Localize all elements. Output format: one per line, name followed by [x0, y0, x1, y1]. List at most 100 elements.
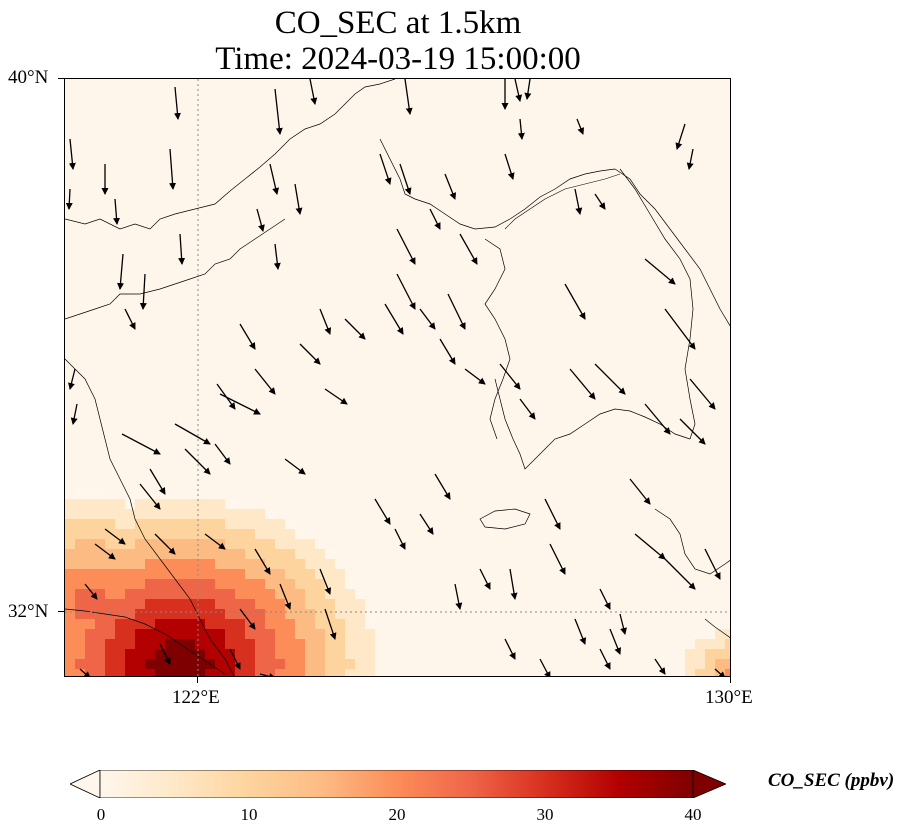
wind-arrow — [104, 528, 126, 545]
wind-arrow — [113, 198, 121, 225]
field-cell — [295, 599, 305, 609]
wind-arrow — [374, 498, 391, 525]
field-cell — [285, 519, 295, 529]
field-cell — [235, 549, 245, 559]
field-cell — [225, 509, 235, 519]
field-cell — [165, 519, 175, 529]
field-cell — [235, 609, 245, 619]
wind-arrow — [629, 478, 651, 505]
field-cell — [115, 659, 125, 669]
field-cell — [75, 509, 85, 519]
field-cell — [195, 639, 205, 649]
field-cell — [195, 609, 205, 619]
field-cell — [245, 589, 255, 599]
field-cell — [95, 499, 105, 509]
field-cell — [265, 619, 275, 629]
field-cell — [205, 529, 215, 539]
field-cell — [155, 669, 165, 676]
map-panel[interactable] — [64, 78, 731, 677]
field-cell — [65, 549, 75, 559]
field-cell — [315, 579, 325, 589]
wind-arrow — [239, 608, 256, 630]
field-cell — [145, 509, 155, 519]
field-cell — [185, 669, 195, 676]
field-cell — [195, 669, 205, 676]
field-cell — [325, 669, 335, 676]
wind-arrow — [594, 193, 606, 210]
field-cell — [75, 589, 85, 599]
field-cell — [135, 619, 145, 629]
field-cell — [75, 489, 85, 499]
field-cell — [345, 599, 355, 609]
field-cell — [255, 659, 265, 669]
field-cell — [125, 609, 135, 619]
field-cell — [365, 659, 375, 669]
field-cell — [265, 559, 275, 569]
colorbar-tick-30: 30 — [536, 805, 554, 824]
wind-arrow — [419, 308, 436, 330]
field-cell — [285, 669, 295, 676]
field-cell — [135, 569, 145, 579]
field-cell — [315, 549, 325, 559]
field-cell — [135, 589, 145, 599]
field-cell — [175, 569, 185, 579]
wind-arrow — [675, 123, 686, 150]
field-cell — [215, 499, 225, 509]
field-cell — [135, 629, 145, 639]
map-canvas — [65, 79, 730, 676]
field-cell — [145, 619, 155, 629]
field-cell — [115, 609, 125, 619]
field-cell — [115, 649, 125, 659]
field-cell — [175, 589, 185, 599]
field-cell — [295, 529, 305, 539]
field-cell — [95, 629, 105, 639]
field-cell — [305, 629, 315, 639]
field-cell — [285, 559, 295, 569]
field-cell — [75, 569, 85, 579]
field-cell — [365, 629, 375, 639]
field-cell — [305, 549, 315, 559]
wind-arrow — [121, 433, 161, 455]
field-cell — [125, 639, 135, 649]
field-cell — [105, 659, 115, 669]
wind-arrow — [704, 548, 721, 580]
field-cell — [235, 599, 245, 609]
field-cell — [335, 619, 345, 629]
field-cell — [315, 569, 325, 579]
field-cell — [225, 499, 235, 509]
field-cell — [155, 579, 165, 589]
field-cell — [345, 649, 355, 659]
field-cell — [295, 649, 305, 659]
japan-islands — [704, 618, 730, 639]
field-cell — [95, 529, 105, 539]
field-cell — [65, 609, 75, 619]
field-cell — [145, 639, 155, 649]
field-cell — [245, 529, 255, 539]
field-cell — [205, 649, 215, 659]
wind-arrow — [549, 543, 566, 575]
field-cell — [155, 559, 165, 569]
colorbar-tick-40: 40 — [684, 805, 702, 824]
lon-tick-122e: 122°E — [172, 687, 220, 708]
field-cell — [205, 499, 215, 509]
field-cell — [255, 549, 265, 559]
field-cell — [275, 649, 285, 659]
field-cell — [695, 669, 705, 676]
field-cell — [255, 509, 265, 519]
field-cell — [355, 649, 365, 659]
field-cell — [75, 609, 85, 619]
wind-arrow — [479, 568, 491, 590]
wind-arrow — [599, 588, 611, 610]
field-cell — [125, 519, 135, 529]
field-cell — [335, 609, 345, 619]
field-cell — [275, 589, 285, 599]
field-cell — [175, 599, 185, 609]
field-cell — [65, 539, 75, 549]
field-cell — [205, 519, 215, 529]
wind-arrow — [173, 86, 181, 120]
field-cell — [235, 499, 245, 509]
field-cell — [105, 559, 115, 569]
field-cell — [65, 569, 75, 579]
field-cell — [235, 619, 245, 629]
field-cell — [725, 649, 730, 659]
